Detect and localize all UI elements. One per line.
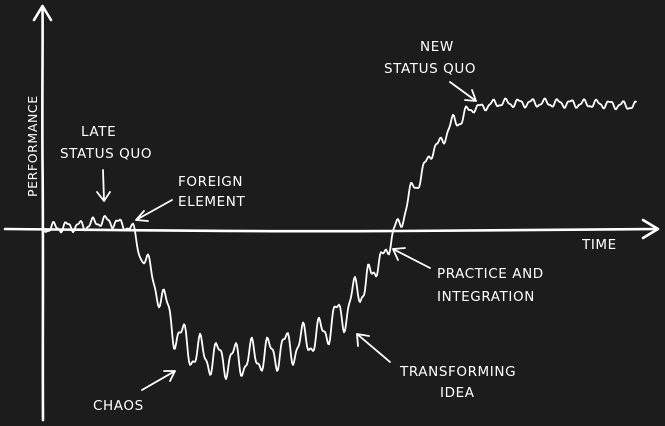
y-axis: PERFORMANCE bbox=[25, 4, 53, 422]
x-axis-label: TIME bbox=[581, 237, 617, 253]
y-axis-arrowhead bbox=[32, 4, 53, 22]
performance-curve bbox=[44, 97, 637, 380]
arrow-chaos bbox=[141, 370, 176, 391]
annotation-chaos: CHAOS bbox=[93, 370, 176, 414]
label-practice-and-integration-line-2: INTEGRATION bbox=[437, 289, 535, 305]
label-foreign-element-line-1: FOREIGN bbox=[178, 174, 243, 190]
label-transforming-idea-line-2: IDEA bbox=[440, 385, 475, 401]
label-late-status-quo-line-2: STATUS QUO bbox=[60, 146, 152, 162]
label-chaos: CHAOS bbox=[93, 398, 144, 414]
x-axis-line bbox=[3, 227, 658, 233]
label-late-status-quo: LATE STATUS QUO bbox=[60, 124, 152, 162]
label-new-status-quo-line-2: STATUS QUO bbox=[384, 61, 476, 77]
annotation-new-status-quo: NEW STATUS QUO bbox=[384, 39, 477, 102]
label-new-status-quo-line-1: NEW bbox=[420, 39, 454, 55]
arrow-foreign-element bbox=[135, 199, 173, 222]
y-axis-label: PERFORMANCE bbox=[25, 95, 40, 197]
label-practice-and-integration: PRACTICE AND INTEGRATION bbox=[437, 266, 549, 305]
arrow-new-status-quo bbox=[449, 81, 477, 102]
x-axis: TIME bbox=[3, 218, 660, 253]
arrow-transforming-idea bbox=[356, 333, 391, 363]
annotation-practice-and-integration: PRACTICE AND INTEGRATION bbox=[392, 247, 549, 305]
label-transforming-idea: TRANSFORMING IDEA bbox=[399, 364, 521, 401]
annotation-late-status-quo: LATE STATUS QUO bbox=[60, 124, 152, 202]
arrow-practice-and-integration bbox=[392, 247, 431, 269]
annotation-transforming-idea: TRANSFORMING IDEA bbox=[356, 333, 521, 401]
label-new-status-quo: NEW STATUS QUO bbox=[384, 39, 476, 77]
label-late-status-quo-line-1: LATE bbox=[81, 124, 116, 140]
label-transforming-idea-line-1: TRANSFORMING bbox=[399, 364, 516, 380]
y-axis-line bbox=[41, 6, 45, 422]
annotation-foreign-element: FOREIGN ELEMENT bbox=[135, 174, 248, 222]
arrow-late-status-quo bbox=[96, 169, 111, 202]
label-practice-and-integration-line-1: PRACTICE AND bbox=[437, 266, 544, 282]
label-foreign-element-line-2: ELEMENT bbox=[178, 194, 245, 210]
label-foreign-element: FOREIGN ELEMENT bbox=[178, 174, 248, 210]
x-axis-arrowhead bbox=[641, 218, 660, 240]
